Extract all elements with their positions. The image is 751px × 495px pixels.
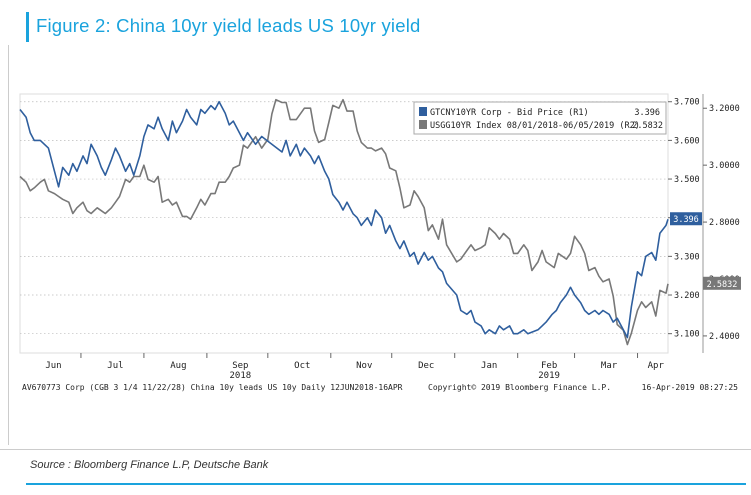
x-tick-label: Aug [170,361,186,371]
left-tick-label: 3.500 [674,175,700,185]
x-year-label: 2019 [538,371,560,381]
legend-box [413,101,667,135]
legend-swatch-us [419,120,427,129]
x-tick-label: Feb [541,361,557,371]
legend: GTCNY10YR Corp - Bid Price (R1) 3.396 US… [413,101,667,135]
last-value-tag: 2.5832 [707,280,738,290]
right-tick-label: 2.4000 [709,332,740,342]
x-tick-label: Apr [648,361,665,371]
right-tick-label: 3.2000 [709,104,740,114]
last-value-tag-bg [670,212,702,226]
left-tick-label: 3.700 [674,98,700,108]
x-tick-label: Dec [418,361,434,371]
left-tick-label: 3.100 [674,330,700,340]
legend-value-us: 2.5832 [632,121,663,131]
title-accent-bar [26,12,29,42]
series-line-us10y [19,98,669,346]
plot-border [19,93,669,354]
last-value-tag-bg [703,276,741,290]
last-value-tag: 3.396 [673,215,699,225]
x-year-label: 2018 [230,371,252,381]
legend-swatch-cny [419,107,427,116]
legend-value-cny: 3.396 [634,108,660,118]
footer-left: AV670773 Corp (CGB 3 1/4 11/22/28) China… [22,383,403,392]
x-tick-label: Nov [356,361,372,371]
bottom-accent-bar [26,483,746,485]
left-tick-label: 3.200 [674,291,700,301]
legend-label-cny: GTCNY10YR Corp - Bid Price (R1) [430,108,589,118]
source-separator [0,449,751,450]
left-tick-label: 3.300 [674,252,700,262]
left-tick-label: 3.600 [674,136,700,146]
x-tick-label: Mar [601,361,618,371]
footer-right: 16-Apr-2019 08:27:25 [642,383,739,392]
frame-left-rule [8,45,9,445]
legend-label-us: USGG10YR Index 08/01/2018-06/05/2019 (R2… [430,121,640,131]
x-tick-label: Jan [481,361,497,371]
x-tick-label: Sep [232,361,248,371]
right-tick-label: 3.0000 [709,161,740,171]
x-tick-label: Oct [294,361,310,371]
x-tick-label: Jul [107,361,123,371]
series-line-cny10y [19,100,669,339]
x-tick-label: Jun [45,361,61,371]
source-note: Source : Bloomberg Finance L.P, Deutsche… [30,459,269,471]
last-value-tags: 3.396 2.5832 [670,212,741,290]
grid-lines [20,101,668,335]
series-layer [19,98,669,346]
right-tick-label: 2.8000 [709,218,740,228]
figure-title: Figure 2: China 10yr yield leads US 10yr… [36,15,421,36]
footer-center: Copyright© 2019 Bloomberg Finance L.P. [428,383,611,392]
